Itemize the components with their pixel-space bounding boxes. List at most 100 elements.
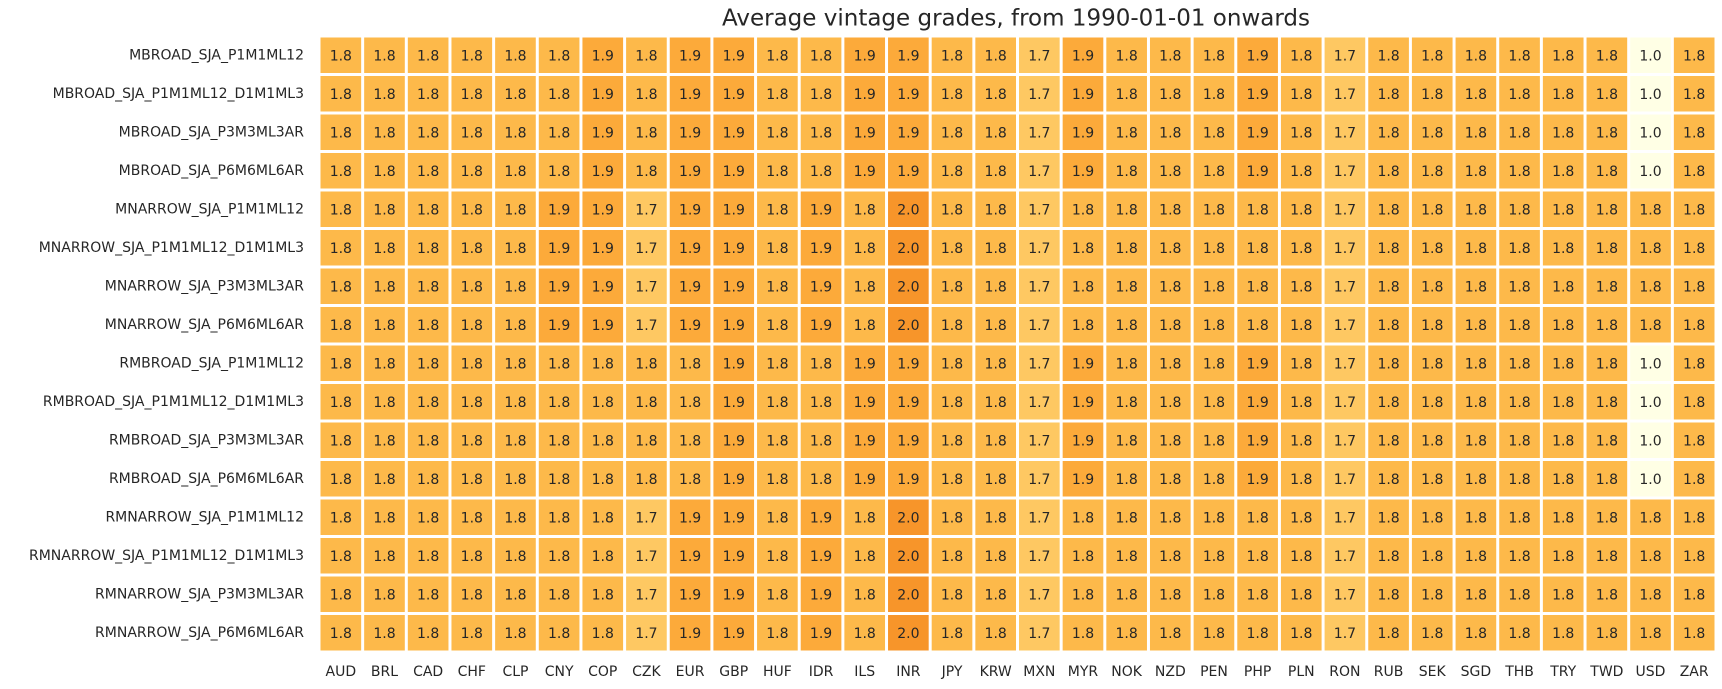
heatmap-cell bbox=[538, 76, 580, 112]
cell-label: 1.7 bbox=[1334, 433, 1356, 449]
cell-label: 1.8 bbox=[1552, 241, 1574, 257]
heatmap-cell bbox=[757, 384, 798, 420]
heatmap-cell bbox=[1149, 422, 1191, 458]
heatmap-cell bbox=[1106, 268, 1147, 304]
cell-label: 1.8 bbox=[548, 472, 570, 488]
heatmap-cell bbox=[1542, 499, 1584, 535]
heatmap-cell bbox=[582, 230, 624, 266]
cell-label: 1.8 bbox=[504, 356, 526, 372]
cell-label: 1.8 bbox=[1465, 626, 1487, 642]
heatmap-cell bbox=[1455, 615, 1497, 651]
heatmap-cell bbox=[538, 422, 580, 458]
heatmap-cell bbox=[1630, 307, 1671, 343]
cell-label: 1.9 bbox=[897, 87, 919, 103]
heatmap-cell bbox=[364, 538, 405, 574]
heatmap-cell bbox=[1280, 615, 1322, 651]
cell-label: 1.8 bbox=[810, 125, 832, 141]
heatmap-cell bbox=[320, 422, 362, 458]
heatmap-cell bbox=[1324, 307, 1366, 343]
heatmap-cell bbox=[1455, 268, 1497, 304]
heatmap-cell bbox=[844, 153, 886, 189]
heatmap-cell bbox=[1630, 230, 1671, 266]
cell-label: 1.8 bbox=[1421, 626, 1443, 642]
heatmap-cell bbox=[931, 230, 973, 266]
cell-label: 1.8 bbox=[1596, 87, 1618, 103]
heatmap-cell bbox=[1193, 615, 1235, 651]
heatmap-cell bbox=[1368, 384, 1409, 420]
heatmap-cell bbox=[1237, 615, 1278, 651]
heatmap-cell bbox=[582, 37, 624, 73]
cell-label: 1.8 bbox=[1116, 202, 1138, 218]
cell-label: 1.8 bbox=[1508, 48, 1530, 64]
cell-label: 1.8 bbox=[548, 48, 570, 64]
heatmap-cell bbox=[451, 499, 493, 535]
cell-label: 1.7 bbox=[1334, 87, 1356, 103]
heatmap-cell bbox=[1149, 384, 1191, 420]
cell-label: 1.8 bbox=[1421, 279, 1443, 295]
cell-label: 1.8 bbox=[373, 164, 395, 180]
heatmap-cell bbox=[626, 191, 667, 227]
heatmap-cell bbox=[975, 461, 1016, 497]
cell-label: 1.8 bbox=[1596, 356, 1618, 372]
cell-label: 1.8 bbox=[330, 125, 352, 141]
heatmap-cell bbox=[1106, 230, 1147, 266]
heatmap-cell bbox=[538, 268, 580, 304]
cell-label: 1.7 bbox=[1028, 241, 1050, 257]
cell-label: 1.8 bbox=[1377, 125, 1399, 141]
cell-label: 1.9 bbox=[679, 279, 701, 295]
heatmap-cell bbox=[1586, 153, 1628, 189]
heatmap-cell bbox=[975, 114, 1016, 150]
heatmap-cell bbox=[1193, 307, 1235, 343]
heatmap-cell bbox=[669, 576, 711, 612]
heatmap-cell bbox=[844, 345, 886, 381]
cell-label: 1.7 bbox=[1028, 472, 1050, 488]
cell-label: 1.8 bbox=[373, 510, 395, 526]
heatmap-cell bbox=[713, 76, 755, 112]
heatmap-cell bbox=[1324, 615, 1366, 651]
cell-label: 1.9 bbox=[1246, 164, 1268, 180]
heatmap-cell bbox=[1237, 114, 1278, 150]
heatmap-cell bbox=[1542, 230, 1584, 266]
heatmap-cell bbox=[582, 538, 624, 574]
cell-label: 1.9 bbox=[592, 87, 614, 103]
heatmap-cell bbox=[713, 114, 755, 150]
cell-label: 1.9 bbox=[723, 48, 745, 64]
heatmap-cell bbox=[1324, 114, 1366, 150]
heatmap-cell bbox=[1586, 461, 1628, 497]
heatmap-cell bbox=[1149, 499, 1191, 535]
x-tick-label: AUD bbox=[326, 664, 357, 680]
heatmap-cell bbox=[1062, 576, 1104, 612]
cell-label: 1.7 bbox=[1334, 395, 1356, 411]
heatmap-cell bbox=[1193, 37, 1235, 73]
heatmap-cell bbox=[669, 114, 711, 150]
x-tick-label: GBP bbox=[719, 664, 748, 680]
heatmap-cell bbox=[1630, 268, 1671, 304]
cell-label: 1.7 bbox=[1334, 318, 1356, 334]
heatmap-cell bbox=[669, 76, 711, 112]
cell-label: 1.8 bbox=[417, 202, 439, 218]
heatmap-cell bbox=[451, 422, 493, 458]
cell-label: 1.8 bbox=[417, 472, 439, 488]
cell-label: 1.8 bbox=[461, 356, 483, 372]
cell-label: 1.8 bbox=[461, 318, 483, 334]
cell-label: 1.8 bbox=[1552, 164, 1574, 180]
y-tick-label: MNARROW_SJA_P6M6ML6AR bbox=[105, 317, 304, 333]
cell-label: 1.8 bbox=[461, 164, 483, 180]
cell-label: 1.8 bbox=[1421, 395, 1443, 411]
heatmap-cell bbox=[495, 461, 536, 497]
cell-label: 1.8 bbox=[1116, 279, 1138, 295]
cell-label: 1.8 bbox=[854, 510, 876, 526]
cell-label: 1.9 bbox=[592, 279, 614, 295]
cell-label: 1.8 bbox=[1596, 48, 1618, 64]
cell-label: 1.8 bbox=[1596, 202, 1618, 218]
heatmap-cell bbox=[1455, 307, 1497, 343]
cell-label: 1.8 bbox=[1116, 125, 1138, 141]
cell-label: 1.8 bbox=[461, 395, 483, 411]
heatmap-cell bbox=[1280, 384, 1322, 420]
chart-title: Average vintage grades, from 1990-01-01 … bbox=[722, 6, 1310, 32]
cell-label: 1.8 bbox=[1683, 549, 1705, 565]
heatmap-cell bbox=[1673, 384, 1715, 420]
heatmap-cell bbox=[582, 576, 624, 612]
heatmap-cell bbox=[1630, 538, 1671, 574]
heatmap-cell bbox=[1280, 461, 1322, 497]
